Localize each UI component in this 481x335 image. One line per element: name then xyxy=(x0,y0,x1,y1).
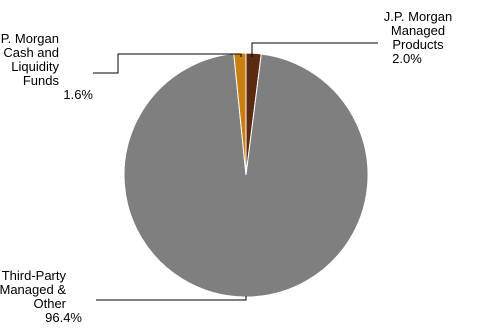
slice-label-1-line-1: Managed & xyxy=(0,282,66,297)
slice-label-0-line-1: Managed xyxy=(391,23,445,38)
slice-labels: J.P. MorganManagedProducts2.0%Third-Part… xyxy=(0,9,452,325)
leader-line-2 xyxy=(93,53,242,74)
pie-slice-1 xyxy=(123,53,369,298)
slice-label-2-line-3: Funds xyxy=(23,73,60,88)
slice-label-0-line-2: Products xyxy=(392,37,444,52)
leader-line-0 xyxy=(251,42,378,57)
slice-label-0-line-0: J.P. Morgan xyxy=(384,9,452,24)
leader-lines xyxy=(93,42,378,301)
slice-value-label-1: 96.4% xyxy=(45,310,82,325)
slice-label-2-line-2: Liquidity xyxy=(11,59,59,74)
slice-label-2-line-1: Cash and xyxy=(3,45,59,60)
slice-value-label-2: 1.6% xyxy=(63,87,93,102)
slice-value-label-0: 2.0% xyxy=(392,51,422,66)
leader-line-1 xyxy=(96,296,247,301)
slice-label-1-line-2: Other xyxy=(33,296,66,311)
pie-slices xyxy=(123,52,369,298)
slice-label-2-line-0: J.P. Morgan xyxy=(0,31,59,46)
slice-label-1-line-0: Third-Party xyxy=(2,268,67,283)
